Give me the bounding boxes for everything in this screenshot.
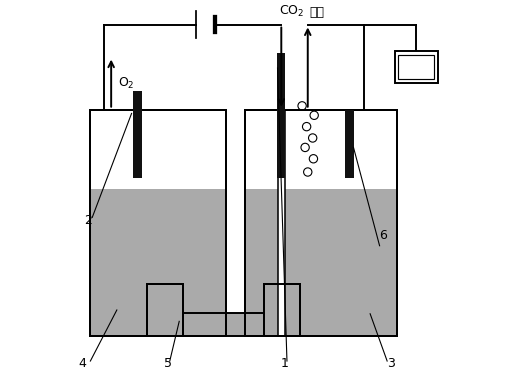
Bar bbox=[147, 284, 183, 336]
Bar bbox=[147, 284, 183, 336]
Bar bbox=[345, 110, 354, 178]
Bar bbox=[395, 51, 438, 83]
Text: 尾气: 尾气 bbox=[309, 6, 325, 19]
Bar bbox=[245, 110, 396, 336]
Bar bbox=[133, 91, 142, 178]
Bar bbox=[277, 53, 286, 178]
Text: 1: 1 bbox=[281, 358, 289, 370]
Bar bbox=[90, 110, 227, 336]
Text: 6: 6 bbox=[379, 229, 387, 242]
Bar bbox=[245, 110, 396, 336]
Bar bbox=[264, 284, 300, 336]
Bar bbox=[264, 284, 300, 336]
Bar bbox=[278, 110, 284, 336]
Bar bbox=[90, 189, 227, 336]
Text: 5: 5 bbox=[164, 358, 172, 370]
Bar bbox=[183, 313, 264, 336]
Text: 3: 3 bbox=[387, 358, 395, 370]
Bar bbox=[90, 110, 227, 189]
Text: 4: 4 bbox=[79, 358, 87, 370]
Text: CO$_2$: CO$_2$ bbox=[279, 4, 305, 19]
Bar bbox=[264, 284, 300, 336]
Text: O$_2$: O$_2$ bbox=[118, 75, 134, 91]
Bar bbox=[245, 189, 396, 336]
Text: 2: 2 bbox=[84, 214, 92, 227]
Bar bbox=[399, 55, 435, 79]
Bar bbox=[90, 110, 227, 336]
Bar bbox=[147, 284, 183, 336]
Bar bbox=[245, 110, 396, 189]
